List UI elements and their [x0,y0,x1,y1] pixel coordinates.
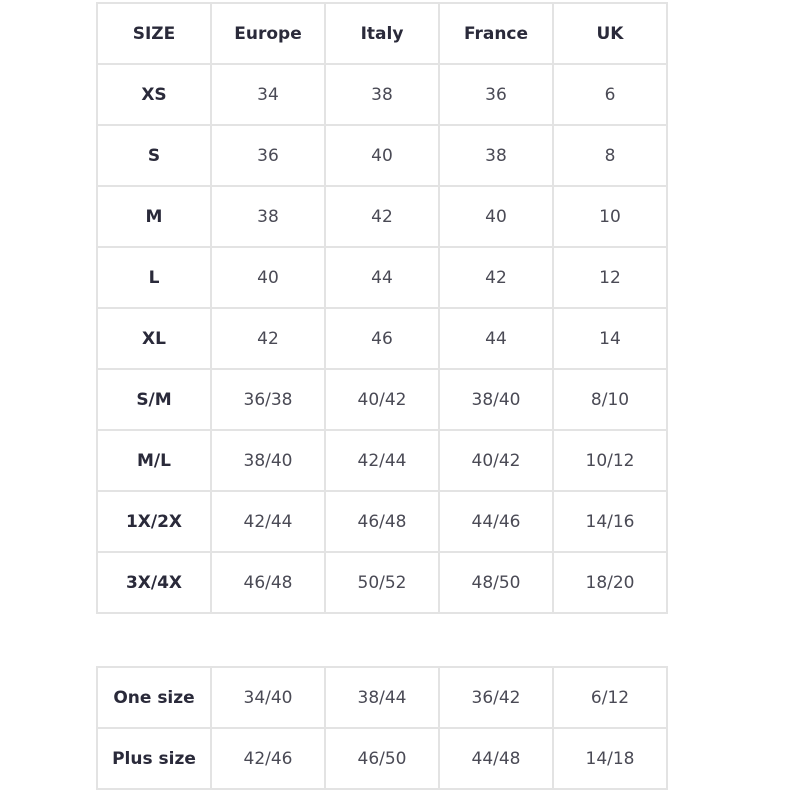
size-value: 48/50 [438,551,554,614]
size-value: 12 [552,246,668,309]
size-value: 36 [210,124,326,187]
one-plus-size-table: One size 34/40 38/44 36/42 6/12 Plus size 42/4… [96,666,668,790]
size-value: 6 [552,63,668,126]
table-row: XS 34 38 36 6 [96,63,668,126]
table-row: S/M 36/38 40/42 38/40 8/10 [96,368,668,431]
table-row: 3X/4X 46/48 50/52 48/50 18/20 [96,551,668,614]
size-value: 42/44 [210,490,326,553]
column-header: SIZE [96,2,212,65]
table-row: M/L 38/40 42/44 40/42 10/12 [96,429,668,492]
size-value: 10/12 [552,429,668,492]
size-value: 14 [552,307,668,370]
size-label: Plus size [96,727,212,790]
size-value: 14/18 [552,727,668,790]
size-value: 36/42 [438,666,554,729]
size-value: 44 [324,246,440,309]
size-value: 10 [552,185,668,248]
size-value: 38 [324,63,440,126]
size-value: 40 [438,185,554,248]
size-label: M [96,185,212,248]
size-value: 40 [324,124,440,187]
size-value: 36 [438,63,554,126]
size-value: 18/20 [552,551,668,614]
column-header: France [438,2,554,65]
size-label: L [96,246,212,309]
table-row: Plus size 42/46 46/50 44/48 14/18 [96,727,668,790]
size-value: 40/42 [324,368,440,431]
size-label: XL [96,307,212,370]
size-value: 46/48 [324,490,440,553]
column-header: UK [552,2,668,65]
size-value: 50/52 [324,551,440,614]
size-value: 46/48 [210,551,326,614]
size-value: 34 [210,63,326,126]
size-value: 38/40 [210,429,326,492]
table-row: One size 34/40 38/44 36/42 6/12 [96,666,668,729]
size-label: M/L [96,429,212,492]
size-label: S/M [96,368,212,431]
size-value: 44 [438,307,554,370]
size-label: 1X/2X [96,490,212,553]
size-value: 42 [210,307,326,370]
table-row: L 40 44 42 12 [96,246,668,309]
size-conversion-table: SIZE Europe Italy France UK XS 34 38 36 6 S 36 40 38… [96,2,668,614]
size-value: 42/44 [324,429,440,492]
size-value: 46 [324,307,440,370]
table-row: M 38 42 40 10 [96,185,668,248]
size-value: 8/10 [552,368,668,431]
size-label: One size [96,666,212,729]
size-value: 14/16 [552,490,668,553]
column-header: Italy [324,2,440,65]
size-value: 44/46 [438,490,554,553]
size-value: 42 [438,246,554,309]
size-value: 36/38 [210,368,326,431]
size-value: 38/44 [324,666,440,729]
size-label: XS [96,63,212,126]
size-value: 38 [210,185,326,248]
size-value: 40 [210,246,326,309]
column-header: Europe [210,2,326,65]
size-value: 42/46 [210,727,326,790]
header-row: SIZE Europe Italy France UK [96,2,668,65]
size-label: S [96,124,212,187]
table-row: S 36 40 38 8 [96,124,668,187]
size-value: 40/42 [438,429,554,492]
size-value: 8 [552,124,668,187]
size-value: 38/40 [438,368,554,431]
size-value: 42 [324,185,440,248]
size-value: 38 [438,124,554,187]
table-row: XL 42 46 44 14 [96,307,668,370]
size-label: 3X/4X [96,551,212,614]
size-value: 46/50 [324,727,440,790]
size-value: 6/12 [552,666,668,729]
size-value: 44/48 [438,727,554,790]
table-row: 1X/2X 42/44 46/48 44/46 14/16 [96,490,668,553]
size-value: 34/40 [210,666,326,729]
